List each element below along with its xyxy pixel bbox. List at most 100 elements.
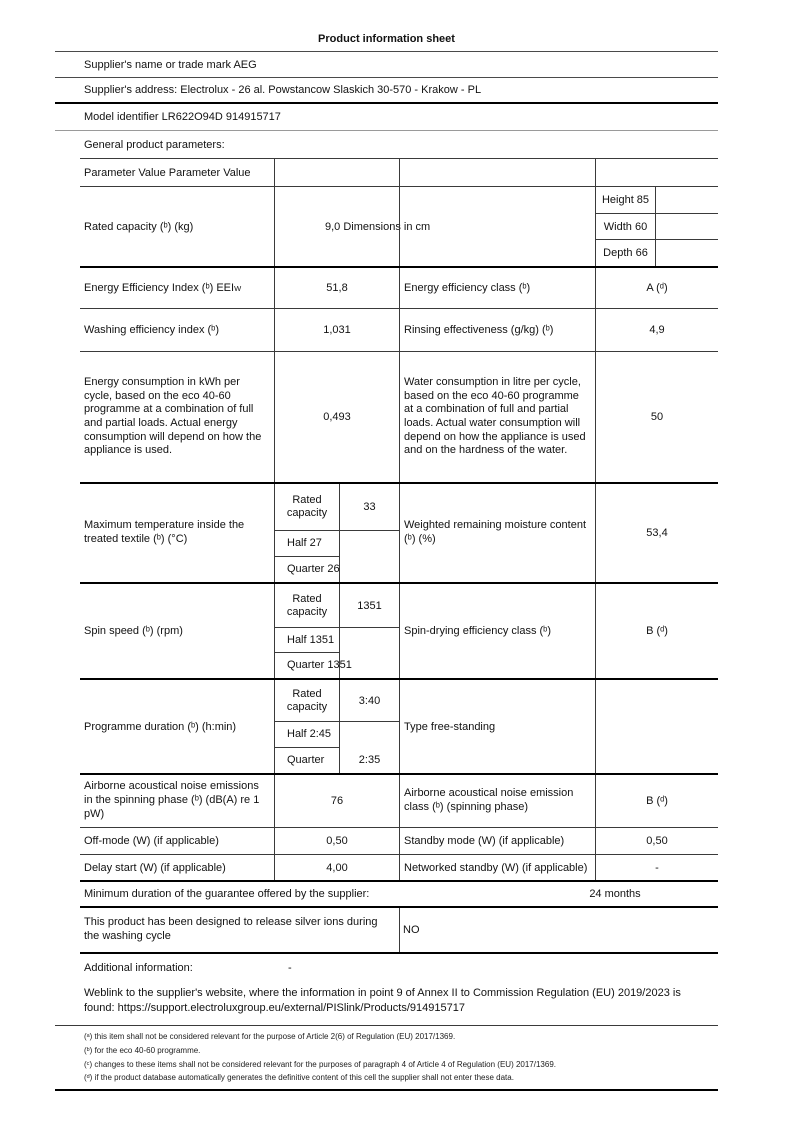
moisture-content-value: 53,4 <box>595 484 718 582</box>
row-washing-efficiency: Washing efficiency index (ᵇ) 1,031 Rinsi… <box>80 308 718 351</box>
eei-value: 51,8 <box>274 268 399 308</box>
spin-half-label: Half 1351 <box>275 628 340 653</box>
guarantee-label: Minimum duration of the guarantee offere… <box>84 888 370 900</box>
spin-drying-class-label: Spin-drying efficiency class (ᵇ) <box>399 584 595 678</box>
spin-half-value <box>340 628 399 653</box>
footnote-c: (ᶜ) changes to these items shall not be … <box>84 1059 556 1069</box>
subtable-row: Half 1351 <box>275 628 399 653</box>
off-mode-label: Off-mode (W) (if applicable) <box>84 835 219 847</box>
duration-subtable: Rated capacity 3:40 Half 2:45 Quarter 2:… <box>274 680 399 773</box>
moisture-content-label: Weighted remaining moisture content (ᵇ) … <box>399 484 595 582</box>
energy-consumption-value: 0,493 <box>274 352 399 482</box>
eei-label: Energy Efficiency Index (ᵇ) EEI W <box>80 268 274 308</box>
additional-information-row: Additional information: - <box>55 954 718 982</box>
washing-efficiency-label: Washing efficiency index (ᵇ) <box>84 324 219 336</box>
spin-speed-label: Spin speed (ᵇ) (rpm) <box>84 625 183 637</box>
water-consumption-value: 50 <box>595 352 718 482</box>
row-off-mode: Off-mode (W) (if applicable) 0,50 Standb… <box>80 827 718 854</box>
subtable-row: Half 2:45 <box>275 722 399 748</box>
footnote-d: (ᵈ) if the product database automaticall… <box>84 1073 514 1083</box>
dimension-depth: Depth 66 <box>596 240 656 267</box>
temp-rated-label: Rated capacity <box>275 484 340 531</box>
additional-information-value: - <box>288 962 292 974</box>
footnote-divider <box>55 1025 718 1026</box>
eei-subscript: W <box>234 283 242 293</box>
row-spin-speed: Spin speed (ᵇ) (rpm) Rated capacity 1351… <box>80 582 718 678</box>
row-silver-ions: This product has been designed to releas… <box>80 906 718 952</box>
supplier-name-row: Supplier's name or trade mark AEG <box>55 52 718 78</box>
document-body: Product information sheet Supplier's nam… <box>55 0 718 1092</box>
duration-quarter-label: Quarter <box>275 747 340 773</box>
dimension-value-empty <box>656 214 718 240</box>
temp-half-value <box>340 531 399 557</box>
duration-half-label: Half 2:45 <box>275 722 340 748</box>
dimensions-spacer <box>399 187 595 266</box>
spin-rated-value: 1351 <box>340 584 399 628</box>
subtable-row: Half 27 <box>275 531 399 557</box>
parameters-table: Parameter Value Parameter Value Rated ca… <box>80 158 718 954</box>
row-energy-efficiency-index: Energy Efficiency Index (ᵇ) EEI W 51,8 En… <box>80 266 718 308</box>
supplier-address-row: Supplier's address: Electrolux - 26 al. … <box>55 78 718 104</box>
temp-half-label: Half 27 <box>275 531 340 557</box>
header-cell-empty <box>595 159 718 186</box>
row-programme-duration: Programme duration (ᵇ) (h:min) Rated cap… <box>80 678 718 773</box>
subtable-row: Quarter 2:35 <box>275 747 399 773</box>
subtable-row: Rated capacity 3:40 <box>275 680 399 722</box>
dimension-value-empty <box>656 187 718 213</box>
temp-quarter-value <box>340 557 399 583</box>
spin-quarter-label: Quarter 1351 <box>275 653 352 678</box>
row-rated-capacity: Rated capacity (ᵇ) (kg) 9,0 Dimensions i… <box>80 186 718 267</box>
row-delay-start: Delay start (W) (if applicable) 4,00 Net… <box>80 854 718 880</box>
additional-information-label: Additional information: <box>84 962 193 974</box>
subtable-row: Rated capacity 1351 <box>275 584 399 628</box>
table-header-row: Parameter Value Parameter Value <box>80 158 718 186</box>
page-title: Product information sheet <box>55 0 718 52</box>
type-value-empty <box>595 680 718 773</box>
noise-emissions-label: Airborne acoustical noise emissions in t… <box>84 780 260 820</box>
temp-quarter-label: Quarter 26 <box>275 556 340 582</box>
delay-start-label: Delay start (W) (if applicable) <box>84 861 226 874</box>
duration-rated-value: 3:40 <box>340 680 399 722</box>
rated-capacity-label: Rated capacity (ᵇ) (kg) <box>84 220 194 233</box>
noise-class-value: B (ᵈ) <box>595 775 718 827</box>
capacity-dimensions-text: 9,0 Dimensions in cm <box>325 220 431 233</box>
silver-ions-label: This product has been designed to releas… <box>84 916 378 942</box>
energy-class-value: A (ᵈ) <box>595 268 718 308</box>
duration-rated-label: Rated capacity <box>275 680 340 722</box>
spin-subtable: Rated capacity 1351 Half 1351 Quarter 13… <box>274 584 399 678</box>
washing-efficiency-value: 1,031 <box>274 309 399 351</box>
footnote-a: (ᵃ) this item shall not be considered re… <box>84 1032 456 1041</box>
supplier-weblink-text: Weblink to the supplier's website, where… <box>84 987 681 1014</box>
spin-rated-label: Rated capacity <box>275 584 340 628</box>
off-mode-value: 0,50 <box>274 828 399 854</box>
delay-start-value: 4,00 <box>274 855 399 880</box>
noise-emissions-value: 76 <box>274 775 399 827</box>
model-identifier-row: Model identifier LR622O94D 914915717 <box>55 104 718 131</box>
dimension-height: Height 85 <box>596 187 656 213</box>
spin-quarter-value <box>340 653 399 678</box>
spin-drying-class-value: B (ᵈ) <box>595 584 718 678</box>
footnotes: (ᵃ) this item shall not be considered re… <box>55 1026 718 1085</box>
header-cell-empty <box>399 159 595 186</box>
dimension-row: Height 85 <box>596 187 718 214</box>
bottom-rule <box>55 1089 718 1092</box>
row-guarantee: Minimum duration of the guarantee offere… <box>80 880 718 906</box>
eei-label-text: Energy Efficiency Index (ᵇ) EEI <box>84 282 235 294</box>
water-consumption-label: Water consumption in litre per cycle, ba… <box>399 352 595 482</box>
header-cell: Parameter Value Parameter Value <box>84 166 251 179</box>
max-temperature-label: Maximum temperature inside the treated t… <box>84 519 245 545</box>
subtable-row: Quarter 26 <box>275 556 399 583</box>
energy-class-label: Energy efficiency class (ᵇ) <box>399 268 595 308</box>
silver-ions-value: NO <box>399 908 718 952</box>
dimension-width: Width 60 <box>596 213 656 240</box>
duration-half-value <box>340 722 399 748</box>
temp-rated-value: 33 <box>340 484 399 531</box>
general-parameters-label: General product parameters: <box>84 138 225 151</box>
duration-quarter-value: 2:35 <box>358 754 381 767</box>
row-energy-water-consumption: Energy consumption in kWh per cycle, bas… <box>80 351 718 482</box>
dimensions-subtable: Height 85 Width 60 Depth 66 <box>595 187 718 267</box>
networked-standby-label: Networked standby (W) (if applicable) <box>399 855 595 880</box>
programme-duration-label: Programme duration (ᵇ) (h:min) <box>84 720 237 733</box>
dimension-row: Depth 66 <box>596 240 718 267</box>
